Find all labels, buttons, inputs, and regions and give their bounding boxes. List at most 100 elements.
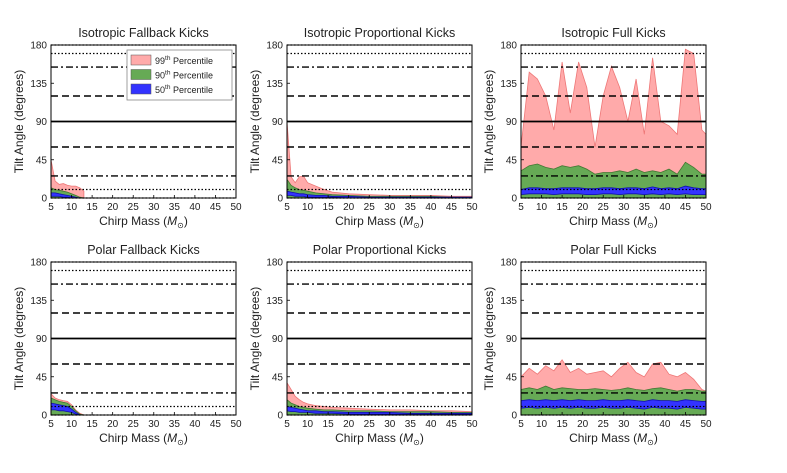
x-axis-label-math: M	[403, 214, 413, 228]
x-axis-label: Chirp Mass (M⊙)	[569, 214, 658, 230]
x-axis-label-math: M	[403, 431, 413, 445]
y-axis-label: Tilt Angle (degrees)	[12, 287, 26, 391]
legend-label-number: 50	[155, 85, 165, 95]
x-tick-label: 40	[659, 202, 671, 213]
x-tick-label: 25	[128, 202, 140, 213]
x-tick-label: 35	[639, 419, 651, 430]
x-axis-label-sub: ⊙	[413, 438, 420, 447]
x-axis-label-end: )	[420, 431, 424, 445]
x-tick-label: 40	[189, 202, 201, 213]
y-axis-label: Tilt Angle (degrees)	[12, 70, 26, 174]
x-tick-label: 50	[230, 419, 242, 430]
p50-band	[51, 192, 84, 198]
x-axis-label-math: M	[167, 431, 177, 445]
x-tick-label: 45	[680, 419, 692, 430]
x-tick-label: 15	[557, 202, 569, 213]
x-tick-label: 15	[87, 419, 99, 430]
legend-label-sup: th	[165, 84, 171, 91]
x-tick-label: 45	[446, 202, 458, 213]
x-axis-label: Chirp Mass (M⊙)	[569, 431, 658, 447]
panel-title: Isotropic Fallback Kicks	[78, 26, 209, 40]
x-axis-label: Chirp Mass (M⊙)	[99, 214, 188, 230]
y-tick-label: 135	[500, 296, 517, 307]
x-tick-label: 15	[323, 202, 335, 213]
x-axis-label-sub: ⊙	[647, 221, 654, 230]
x-tick-label: 35	[639, 202, 651, 213]
y-axis-label: Tilt Angle (degrees)	[482, 70, 496, 174]
x-tick-label: 25	[598, 202, 610, 213]
x-tick-label: 30	[384, 202, 396, 213]
x-tick-label: 5	[284, 202, 290, 213]
y-tick-label: 0	[277, 194, 283, 205]
y-tick-label: 0	[277, 411, 283, 422]
legend-swatch	[130, 69, 152, 80]
x-tick-label: 10	[302, 202, 314, 213]
y-tick-label: 0	[511, 411, 517, 422]
x-tick-label: 20	[577, 419, 589, 430]
legend-label: 99th Percentile	[155, 55, 213, 66]
x-tick-label: 50	[466, 419, 478, 430]
x-tick-label: 30	[384, 419, 396, 430]
panel-title: Isotropic Full Kicks	[561, 26, 665, 40]
panel-3: 5 10 15 20 25 30 35 40 45 50 0 45 90 135 180 Isotropic …	[482, 26, 712, 230]
x-tick-label: 5	[48, 419, 54, 430]
x-tick-label: 10	[302, 419, 314, 430]
x-tick-label: 5	[48, 202, 54, 213]
panel-5: 5 10 15 20 25 30 35 40 45 50 0 45 90 135 180 Polar Prop…	[248, 243, 478, 447]
x-tick-label: 20	[343, 419, 355, 430]
y-tick-label: 90	[506, 117, 518, 128]
panel-1: 5 10 15 20 25 30 35 40 45 50 0 45 90 135 180 Isotropic …	[12, 26, 242, 230]
x-tick-label: 45	[210, 419, 222, 430]
y-tick-label: 135	[266, 79, 283, 90]
x-tick-label: 30	[618, 202, 630, 213]
y-tick-label: 90	[506, 334, 518, 345]
x-tick-label: 50	[700, 419, 712, 430]
x-tick-label: 10	[66, 202, 78, 213]
y-tick-label: 0	[511, 194, 517, 205]
y-tick-label: 0	[41, 411, 47, 422]
p99-band	[287, 121, 472, 198]
p50-band	[521, 399, 706, 410]
x-tick-label: 10	[536, 419, 548, 430]
x-tick-label: 35	[405, 419, 417, 430]
legend-label-sup: th	[165, 70, 171, 77]
x-axis-label-math: M	[637, 431, 647, 445]
x-tick-label: 40	[425, 419, 437, 430]
x-tick-label: 5	[518, 202, 524, 213]
x-tick-label: 20	[107, 202, 119, 213]
y-tick-label: 180	[500, 41, 517, 52]
x-axis-label-sub: ⊙	[177, 221, 184, 230]
x-tick-label: 35	[405, 202, 417, 213]
x-tick-label: 20	[577, 202, 589, 213]
x-tick-label: 25	[364, 419, 376, 430]
x-tick-label: 30	[618, 419, 630, 430]
y-tick-label: 45	[36, 155, 48, 166]
x-axis-label-text: Chirp Mass (	[569, 214, 637, 228]
x-axis-label-text: Chirp Mass (	[99, 431, 167, 445]
panel-title: Polar Fallback Kicks	[87, 243, 200, 257]
x-tick-label: 45	[446, 419, 458, 430]
panel-title: Isotropic Proportional Kicks	[304, 26, 455, 40]
x-tick-label: 50	[700, 202, 712, 213]
x-tick-label: 50	[230, 202, 242, 213]
x-tick-label: 45	[210, 202, 222, 213]
legend-label-suffix: Percentile	[170, 85, 213, 95]
x-tick-label: 15	[87, 202, 99, 213]
p50-band	[287, 190, 472, 198]
y-tick-label: 180	[266, 258, 283, 269]
y-tick-label: 45	[272, 372, 284, 383]
panel-title: Polar Proportional Kicks	[313, 243, 446, 257]
legend-label: 90th Percentile	[155, 70, 213, 81]
x-tick-label: 40	[189, 419, 201, 430]
y-tick-label: 135	[500, 79, 517, 90]
x-tick-label: 30	[148, 202, 160, 213]
p50-band	[521, 185, 706, 196]
x-tick-label: 10	[536, 202, 548, 213]
x-tick-label: 30	[148, 419, 160, 430]
x-tick-label: 15	[557, 419, 569, 430]
x-tick-label: 15	[323, 419, 335, 430]
y-tick-label: 135	[266, 296, 283, 307]
panel-2: 5 10 15 20 25 30 35 40 45 50 0 45 90 135 180 Isotropic …	[248, 26, 478, 230]
